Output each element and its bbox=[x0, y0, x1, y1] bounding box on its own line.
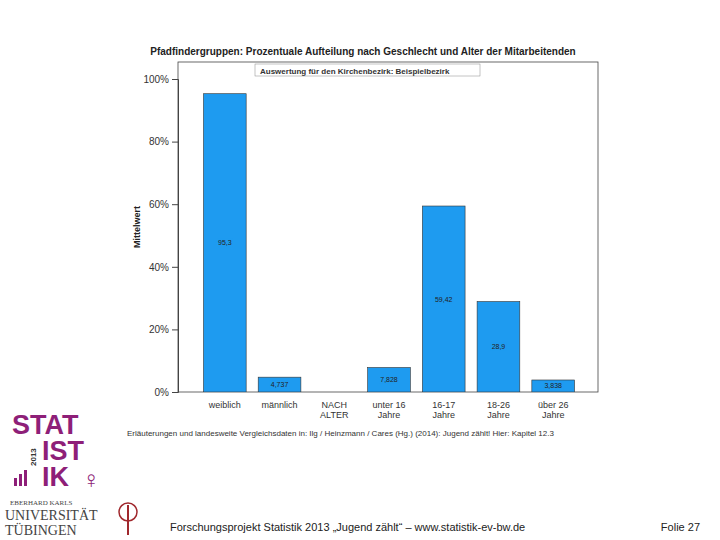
y-axis: 0% 20% 40% 60% 80% 100% bbox=[143, 74, 178, 398]
data-labels: 95,3 4,737 7,828 59,42 28,9 3,838 bbox=[217, 239, 563, 390]
data-label: 7,828 bbox=[380, 376, 398, 383]
y-tick: 20% bbox=[149, 324, 178, 335]
university-text: TÜBINGEN bbox=[5, 522, 77, 538]
bar bbox=[477, 302, 520, 392]
bar bbox=[422, 206, 465, 392]
tick-label: NACHALTER bbox=[320, 400, 349, 420]
tick-label: unter 16Jahre bbox=[372, 400, 405, 420]
plot-frame bbox=[178, 62, 598, 392]
x-axis: weiblich männlich NACHALTER unter 16Jahre 16… bbox=[208, 400, 569, 420]
x-tick: über 26Jahre bbox=[538, 400, 569, 420]
logo-bar bbox=[19, 474, 22, 486]
data-label: 28,9 bbox=[492, 343, 506, 350]
tick-label: 16-17Jahre bbox=[432, 400, 455, 420]
tick-mark bbox=[172, 204, 178, 205]
data-label-box bbox=[434, 295, 454, 303]
logo-year: 2013 bbox=[29, 448, 38, 466]
tick-label: 100% bbox=[143, 74, 169, 85]
emblem-trunk bbox=[127, 505, 129, 535]
tick-label: 20% bbox=[149, 324, 169, 335]
university-text: EBERHARD KARLS bbox=[10, 499, 73, 507]
bars bbox=[203, 94, 574, 392]
tick-label: männlich bbox=[262, 400, 298, 410]
axis-line bbox=[172, 80, 179, 393]
university-text: UNIVERSITÄT bbox=[5, 507, 98, 523]
tick-mark bbox=[172, 142, 178, 143]
y-tick: 0% bbox=[155, 387, 178, 398]
tick-mark bbox=[172, 267, 178, 268]
note: Erläuterungen und landesweite Vergleichs… bbox=[127, 429, 554, 438]
data-label: 59,42 bbox=[435, 296, 453, 303]
data-label: 95,3 bbox=[218, 239, 232, 246]
bar bbox=[203, 94, 246, 392]
slide: Pfadfindergruppen: Prozentuale Aufteilun… bbox=[0, 0, 720, 540]
axis-title: Mittelwert bbox=[132, 206, 142, 248]
data-label-box bbox=[543, 382, 563, 390]
x-tick: NACHALTER bbox=[320, 400, 349, 420]
data-label-box bbox=[217, 239, 233, 247]
x-tick: weiblich bbox=[208, 400, 241, 410]
x-tick: 16-17Jahre bbox=[432, 400, 455, 420]
tick-label: 80% bbox=[149, 136, 169, 147]
y-tick: 100% bbox=[143, 74, 178, 85]
logo-bar bbox=[24, 470, 27, 486]
x-tick: männlich bbox=[262, 400, 298, 410]
logo-symbol: ♀ bbox=[82, 466, 100, 493]
data-label: 4,737 bbox=[271, 381, 289, 388]
data-label-box bbox=[491, 343, 507, 351]
tick-mark bbox=[172, 79, 178, 80]
logo-bar bbox=[14, 478, 17, 486]
bar bbox=[258, 377, 301, 392]
university-emblem bbox=[119, 503, 137, 535]
data-label-box bbox=[379, 376, 399, 384]
tick-label: 18-26Jahre bbox=[487, 400, 510, 420]
subtitle-box bbox=[255, 64, 480, 76]
tick-mark bbox=[172, 392, 178, 393]
tick-label: 0% bbox=[155, 387, 170, 398]
tick-label: weiblich bbox=[208, 400, 241, 410]
tick-mark bbox=[172, 329, 178, 330]
y-tick: 80% bbox=[149, 136, 178, 147]
chart-title: Pfadfindergruppen: Prozentuale Aufteilun… bbox=[150, 46, 575, 57]
slide-number: Folie 27 bbox=[661, 521, 700, 533]
y-tick: 60% bbox=[149, 199, 178, 210]
tick-label: 40% bbox=[149, 262, 169, 273]
footer: Forschungsprojekt Statistik 2013 „Jugend… bbox=[170, 521, 525, 533]
x-tick: unter 16Jahre bbox=[372, 400, 405, 420]
tick-label: 60% bbox=[149, 199, 169, 210]
bar bbox=[532, 380, 575, 392]
data-label: 3,838 bbox=[544, 382, 562, 389]
y-tick: 40% bbox=[149, 262, 178, 273]
bar bbox=[368, 367, 411, 392]
data-label-box bbox=[270, 381, 290, 389]
x-tick: 18-26Jahre bbox=[487, 400, 510, 420]
chart-subtitle: Auswertung für den Kirchenbezirk: Beispi… bbox=[260, 67, 450, 76]
tick-label: über 26Jahre bbox=[538, 400, 569, 420]
emblem-crown bbox=[119, 503, 137, 521]
logo-text: IK bbox=[42, 462, 70, 492]
